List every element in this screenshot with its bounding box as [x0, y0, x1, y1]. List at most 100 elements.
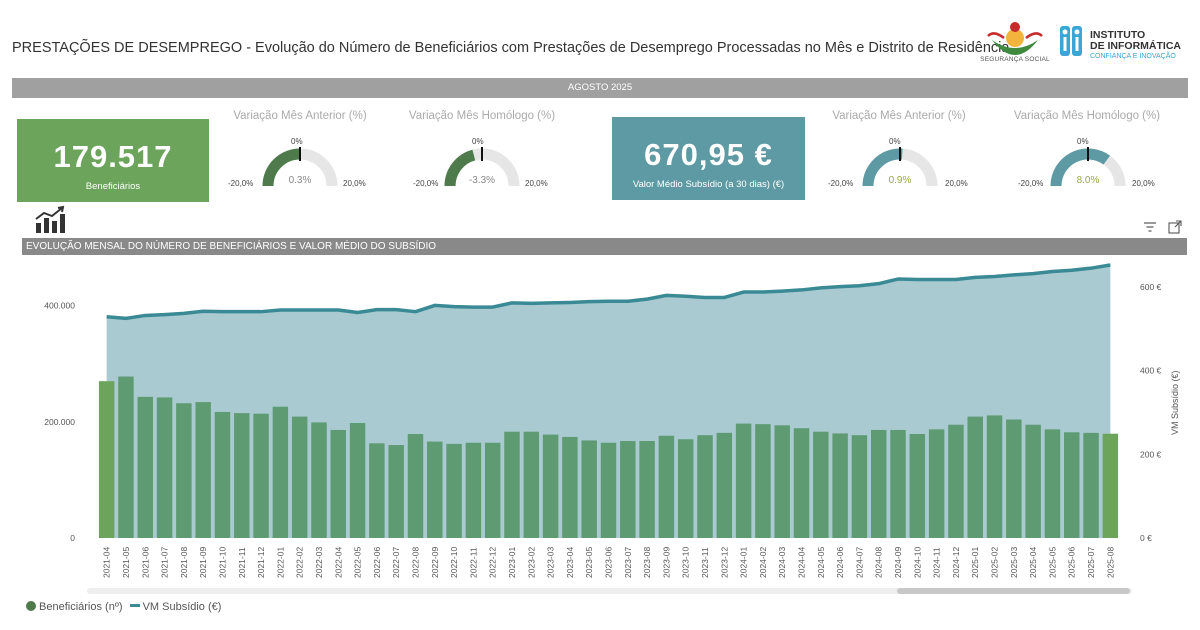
x-tick-label: 2024-12	[951, 547, 961, 578]
combo-chart: 2021-04 2021-05 2021-06 2021-07 2021-08 2021-…	[44, 263, 1180, 578]
bar-2023-02	[523, 431, 540, 538]
x-tick-label: 2022-01	[275, 547, 285, 578]
bar-2023-08	[639, 440, 655, 538]
gauge-fill	[1050, 148, 1111, 187]
gauge-3	[862, 147, 938, 187]
gauge-4-max-label: 20,0%	[1132, 179, 1155, 188]
x-tick-label: 2023-08	[642, 547, 652, 578]
gauge-3-min-label: -20,0%	[828, 179, 854, 188]
bar-2023-12	[716, 432, 733, 538]
bar-2023-03	[542, 434, 559, 538]
gauge-3-max-label: 20,0%	[945, 179, 968, 188]
bar-2022-01	[272, 406, 289, 538]
bar-2024-04	[793, 428, 810, 538]
x-tick-label: 2021-09	[198, 547, 208, 578]
logo-ii-line3: CONFIANÇA E INOVAÇÃO	[1090, 53, 1176, 60]
gauge-1-target-label: 0%	[291, 137, 303, 146]
page-title: PRESTAÇÕES DE DESEMPREGO - Evolução do N…	[12, 40, 1010, 56]
bar-2021-04	[98, 381, 115, 538]
bar-2022-05	[349, 422, 366, 538]
chart-scrollbar-thumb[interactable]	[897, 588, 1130, 594]
seguranca-social-logo-text: SEGURANÇA SOCIAL	[980, 56, 1050, 63]
bar-2025-01	[967, 416, 983, 538]
bar-2022-03	[311, 422, 327, 538]
x-tick-label: 2023-05	[584, 547, 594, 578]
bar-2023-06	[600, 442, 617, 538]
bar-2024-05	[813, 431, 829, 538]
bar-2024-11	[928, 429, 945, 538]
x-tick-label: 2023-04	[565, 547, 575, 578]
chart-legend: Beneficiários (nº) VM Subsídio (€)	[26, 601, 221, 613]
y-left-tick-label: 0	[70, 533, 75, 543]
x-tick-label: 2023-10	[681, 547, 691, 578]
gauge-4-title: Variação Mês Homólogo (%)	[1013, 110, 1161, 122]
x-tick-label: 2023-03	[546, 547, 556, 578]
x-tick-label: 2022-02	[295, 547, 305, 578]
x-tick-label: 2021-11	[237, 547, 247, 578]
y-right-tick-label: 200 €	[1140, 449, 1162, 459]
period-banner: AGOSTO 2025	[12, 78, 1188, 98]
gauge-2	[444, 147, 520, 187]
bar-2022-10	[446, 443, 462, 538]
x-tick-label: 2025-02	[990, 547, 1000, 578]
x-tick-label: 2021-10	[217, 547, 227, 578]
x-tick-label: 2025-08	[1105, 547, 1115, 578]
x-tick-label: 2022-03	[314, 547, 324, 578]
bar-2023-07	[620, 440, 636, 538]
bar-2023-01	[504, 431, 520, 538]
bar-2023-10	[677, 439, 694, 538]
x-tick-label: 2025-01	[970, 547, 980, 578]
filter-icon[interactable]	[1143, 220, 1157, 234]
subsidy-line	[106, 263, 1111, 321]
logo-ii-line2: DE INFORMÁTICA	[1090, 40, 1181, 52]
bar-2021-05	[118, 376, 134, 538]
x-tick-label: 2023-06	[604, 547, 614, 578]
bar-2023-11	[697, 435, 713, 538]
legend-bars-label: Beneficiários (nº)	[39, 601, 123, 613]
x-tick-label: 2023-09	[661, 547, 671, 578]
x-tick-label: 2023-01	[507, 547, 517, 578]
x-tick-label: 2021-08	[179, 547, 189, 578]
bar-2022-09	[427, 441, 443, 538]
bar-2024-01	[735, 423, 752, 538]
bar-2022-04	[330, 429, 346, 538]
bar-2024-07	[851, 435, 868, 538]
y-right-tick-label: 0 €	[1140, 533, 1152, 543]
bar-2021-07	[156, 397, 173, 538]
legend-line-marker	[129, 604, 140, 607]
gauge-3-value: 0.9%	[888, 175, 912, 186]
gauge-4	[1050, 147, 1126, 187]
gauge-2-target-label: 0%	[472, 137, 484, 146]
bar-2021-10	[214, 411, 231, 538]
x-tick-label: 2024-01	[739, 547, 749, 578]
gauge-1-max-label: 20,0%	[343, 179, 366, 188]
gauge-4-value: 8.0%	[1076, 175, 1100, 186]
kpi-subsidy-card: 670,95 € Valor Médio Subsídio (a 30 dias…	[612, 117, 805, 200]
bar-2021-11	[234, 413, 250, 538]
bar-2022-08	[407, 434, 424, 538]
x-tick-label: 2024-10	[912, 547, 922, 578]
gauge-2-value: -3.3%	[468, 175, 496, 186]
bar-2025-05	[1044, 429, 1061, 538]
gauge-3-title: Variação Mês Anterior (%)	[832, 110, 966, 122]
x-tick-label: 2025-03	[1009, 547, 1019, 578]
bar-2025-03	[1006, 419, 1022, 538]
x-tick-label: 2022-12	[488, 547, 498, 578]
kpi-beneficiaries-value: 179.517	[53, 139, 173, 174]
x-tick-label: 2022-07	[391, 547, 401, 578]
bar-2023-09	[658, 435, 675, 538]
x-tick-label: 2022-06	[372, 547, 382, 578]
x-tick-label: 2022-10	[449, 547, 459, 578]
gauge-1-min-label: -20,0%	[228, 179, 254, 188]
bar-2021-09	[195, 402, 211, 538]
y-right-tick-label: 600 €	[1140, 282, 1162, 292]
bar-2024-06	[832, 433, 848, 538]
x-tick-label: 2022-05	[353, 547, 363, 578]
gauge-2-min-label: -20,0%	[413, 179, 439, 188]
chart-scrollbar-track[interactable]	[87, 588, 1132, 594]
bar-2023-05	[581, 440, 597, 538]
x-tick-label: 2024-06	[835, 547, 845, 578]
x-tick-label: 2024-07	[854, 547, 864, 578]
x-tick-label: 2023-07	[623, 547, 633, 578]
focus-mode-icon[interactable]	[1168, 220, 1182, 234]
